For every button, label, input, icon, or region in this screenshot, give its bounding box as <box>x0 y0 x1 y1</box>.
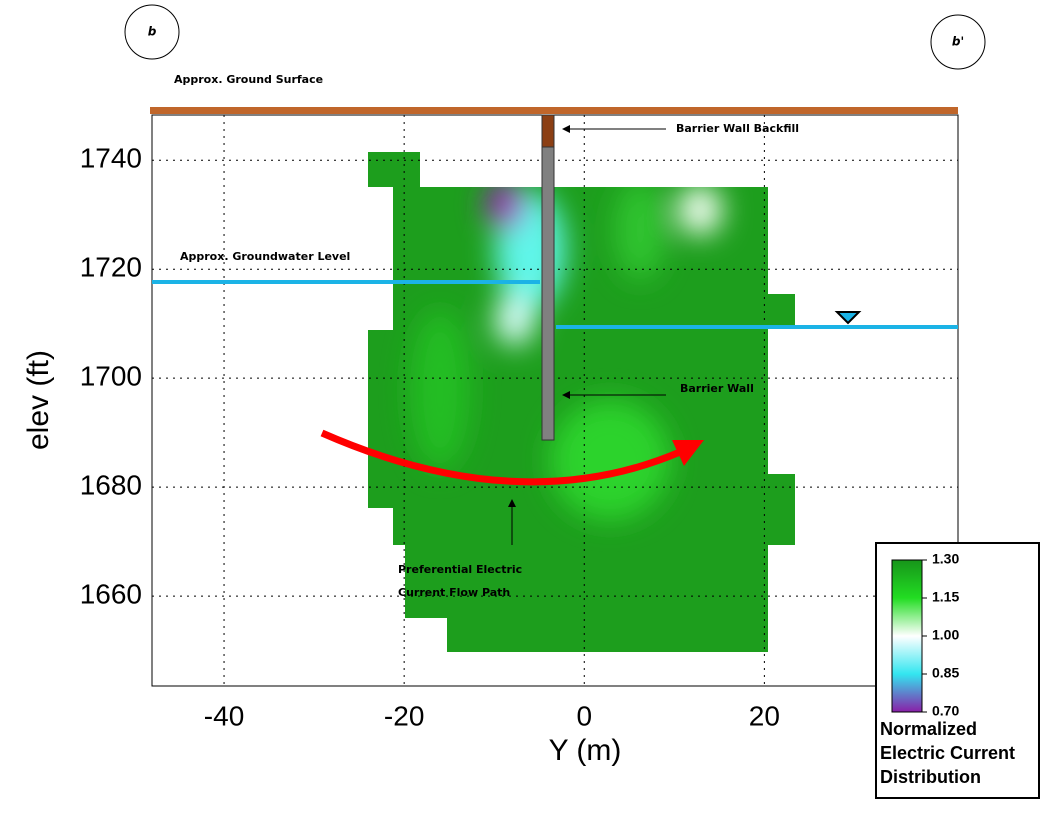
colorbar-tick-label: 0.85 <box>932 665 959 681</box>
y-tick-label: 1740 <box>80 143 142 174</box>
y-tick-label: 1720 <box>80 252 142 283</box>
label: b <box>148 25 157 39</box>
label: Preferential Electric <box>398 563 522 576</box>
water-symbol <box>837 312 859 323</box>
colorbar-tick-label: 1.15 <box>932 589 959 605</box>
ground-surface <box>150 107 958 114</box>
field <box>360 150 800 655</box>
label: Approx. Ground Surface <box>174 73 323 86</box>
y-tick-label: 1660 <box>80 578 142 609</box>
x-axis-label: Y (m) <box>549 734 622 767</box>
x-tick-label: 20 <box>749 700 780 731</box>
x-tick-label: -40 <box>204 700 244 731</box>
label: Barrier Wall Backfill <box>676 122 799 135</box>
label: Current Flow Path <box>398 586 510 599</box>
barrier-wall <box>542 147 554 440</box>
label: Barrier Wall <box>680 382 754 395</box>
y-tick-label: 1700 <box>80 361 142 392</box>
x-tick-label: -20 <box>384 700 424 731</box>
figure: -40 -20 0 20 1660 1680 1700 1720 1740 b b' Appro… <box>0 0 1040 824</box>
y-tick-label: 1680 <box>80 470 142 501</box>
backfill <box>542 115 554 147</box>
colorbar-tick-label: 1.30 <box>932 551 959 567</box>
x-tick-label: 0 <box>576 700 592 731</box>
colorbar-tick-label: 1.00 <box>932 627 959 643</box>
colorbar-title: Electric Current <box>880 743 1015 763</box>
y-axis-label: elev (ft) <box>22 350 55 450</box>
label: b' <box>952 35 964 49</box>
colorbar-tick-label: 0.70 <box>932 703 959 719</box>
colorbar-title: Normalized <box>880 719 977 739</box>
colorbar <box>892 560 922 712</box>
label: Approx. Groundwater Level <box>180 250 350 263</box>
colorbar-title: Distribution <box>880 767 981 787</box>
